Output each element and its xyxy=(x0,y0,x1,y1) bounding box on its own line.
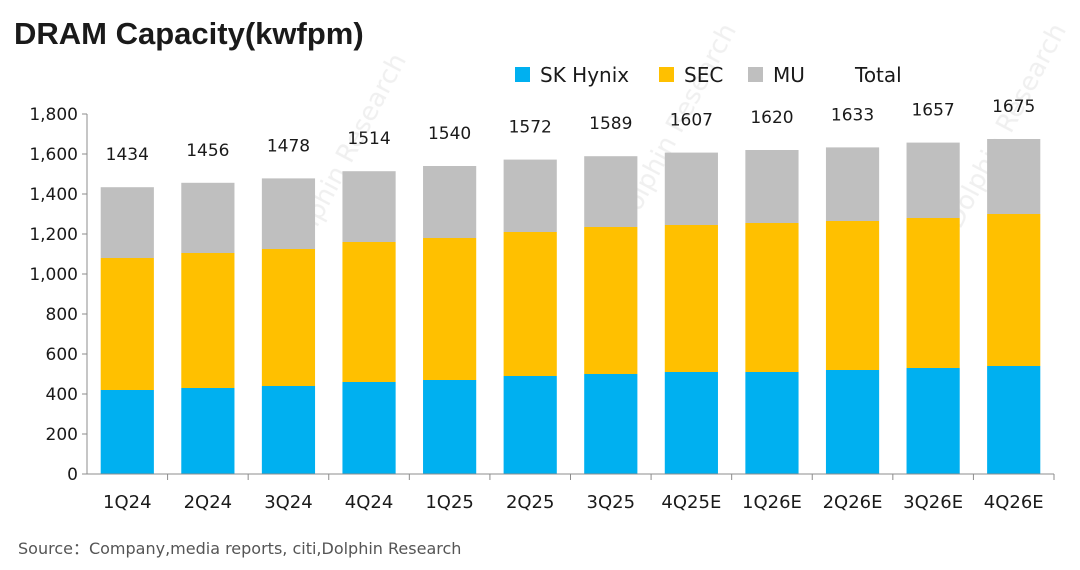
bar-segment-sk-hynix xyxy=(342,382,396,474)
bar-segment-sk-hynix xyxy=(825,370,880,474)
bar-segment-sec xyxy=(584,227,638,374)
bar-segment-mu xyxy=(181,182,235,253)
total-label: 1620 xyxy=(750,108,793,128)
bar-segment-sk-hynix xyxy=(261,386,316,474)
bar-segment-sk-hynix xyxy=(423,380,477,474)
bar-segment-mu xyxy=(664,152,718,225)
bar-segment-sec xyxy=(503,232,557,376)
total-label: 1675 xyxy=(992,97,1035,117)
y-tick-label: 200 xyxy=(46,425,78,445)
legend-item-total-label: Total xyxy=(854,63,902,87)
bar-segment-mu xyxy=(423,166,477,238)
total-label: 1572 xyxy=(509,118,552,138)
bar-segment-sec xyxy=(906,218,960,368)
bar-segment-sec xyxy=(745,223,799,372)
bar-segment-mu xyxy=(987,139,1041,214)
bar-segment-mu xyxy=(100,187,154,258)
x-tick-label: 4Q25E xyxy=(661,492,721,513)
bar-segment-sec xyxy=(423,238,477,380)
legend-item-sk-hynix-swatch xyxy=(515,67,530,82)
bar-segment-sk-hynix xyxy=(664,372,718,474)
legend: SK Hynix SEC MU Total xyxy=(515,63,902,87)
legend-item-sec-swatch xyxy=(659,67,674,82)
bar-segment-sec xyxy=(664,225,718,372)
total-label: 1657 xyxy=(911,101,954,121)
x-tick-label: 1Q26E xyxy=(742,492,802,513)
x-tick-label: 1Q25 xyxy=(425,492,474,513)
total-label: 1434 xyxy=(106,145,149,165)
total-label: 1540 xyxy=(428,124,471,144)
bar-segment-sk-hynix xyxy=(100,390,154,474)
x-tick-label: 4Q24 xyxy=(345,492,394,513)
bar-segment-sk-hynix xyxy=(181,388,235,474)
x-tick-label: 2Q24 xyxy=(184,492,233,513)
bar-segment-sec xyxy=(987,214,1041,366)
bar-segment-sec xyxy=(261,249,316,386)
total-label: 1456 xyxy=(186,141,229,161)
bar-segment-sk-hynix xyxy=(987,366,1041,474)
x-tick-label: 4Q26E xyxy=(984,492,1044,513)
y-tick-label: 800 xyxy=(46,305,78,325)
x-tick-label: 2Q25 xyxy=(506,492,555,513)
legend-item-mu-label: MU xyxy=(773,63,805,87)
total-label: 1589 xyxy=(589,114,632,134)
y-tick-label: 1,000 xyxy=(29,265,78,285)
y-tick-label: 0 xyxy=(67,465,78,485)
y-tick-label: 1,800 xyxy=(29,105,78,125)
total-label: 1478 xyxy=(267,136,310,156)
y-axis: 0 200 400 600 800 1,000 1,200 1,400 1,600 1,800 xyxy=(29,105,88,485)
x-tick-label: 2Q26E xyxy=(823,492,883,513)
bar-segment-sk-hynix xyxy=(503,376,557,474)
y-tick-label: 1,200 xyxy=(29,225,78,245)
bar-segment-sec xyxy=(181,253,235,388)
legend-item-mu-swatch xyxy=(748,67,763,82)
bar-segment-mu xyxy=(745,150,799,223)
bar-segment-mu xyxy=(342,171,396,242)
bar-segment-mu xyxy=(825,147,880,221)
bar-segment-mu xyxy=(584,156,638,227)
y-tick-label: 1,600 xyxy=(29,145,78,165)
x-tick-label: 1Q24 xyxy=(103,492,152,513)
total-labels: 1434 1456 1478 1514 1540 1572 1589 1607 1620 1633… xyxy=(106,97,1036,165)
bar-segment-sk-hynix xyxy=(584,374,638,474)
total-label: 1633 xyxy=(831,105,874,125)
x-tick-label: 3Q24 xyxy=(264,492,313,513)
bar-segment-sk-hynix xyxy=(906,368,960,474)
legend-item-sk-hynix-label: SK Hynix xyxy=(540,63,629,87)
y-tick-label: 600 xyxy=(46,345,78,365)
y-tick-label: 1,400 xyxy=(29,185,78,205)
bar-segment-mu xyxy=(261,178,316,249)
y-tick-label: 400 xyxy=(46,385,78,405)
x-tick-label: 3Q25 xyxy=(587,492,636,513)
total-label: 1514 xyxy=(347,129,390,149)
bar-segment-sec xyxy=(100,258,154,390)
bar-segment-mu xyxy=(503,159,557,232)
chart-title: DRAM Capacity(kwfpm) xyxy=(14,16,364,51)
legend-item-sec-label: SEC xyxy=(684,63,723,87)
bar-segment-mu xyxy=(906,142,960,218)
bar-segment-sk-hynix xyxy=(745,372,799,474)
bars xyxy=(100,139,1041,474)
total-label: 1607 xyxy=(670,111,713,131)
bar-segment-sec xyxy=(342,242,396,382)
x-tick-label: 3Q26E xyxy=(903,492,963,513)
x-axis: 1Q24 2Q24 3Q24 4Q24 1Q25 2Q25 3Q25 4Q25E 1Q26E 2Q… xyxy=(87,473,1055,513)
bar-segment-sec xyxy=(825,221,880,370)
source-note: Source：Company,media reports, citi,Dolph… xyxy=(18,539,461,558)
